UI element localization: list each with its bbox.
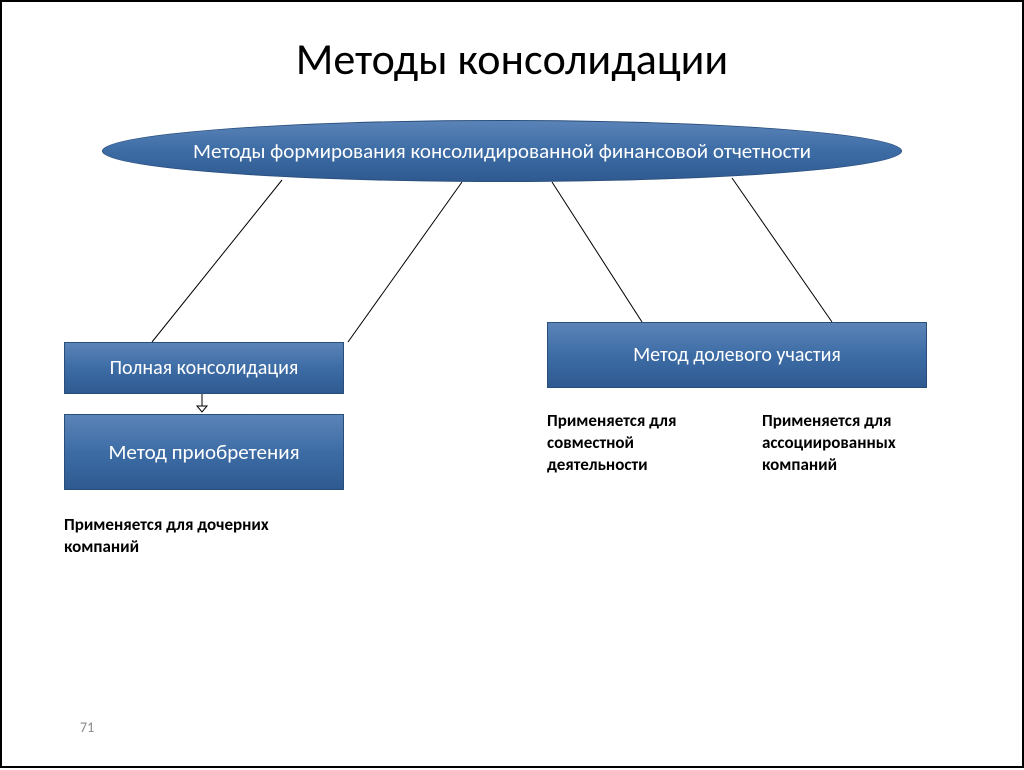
note-associated: Применяется для ассоциированных компаний: [762, 410, 952, 476]
box-acquisition-method: Метод приобретения: [64, 414, 344, 490]
box-acquisition-method-label: Метод приобретения: [108, 439, 299, 465]
note-joint-activity: Применяется для совместной деятельности: [547, 410, 737, 476]
ellipse-root-methods: Методы формирования консолидированной фи…: [102, 120, 902, 182]
page-number: 71: [80, 719, 94, 736]
box-equity-method-label: Метод долевого участия: [633, 343, 841, 367]
box-full-consolidation: Полная консолидация: [64, 342, 344, 394]
page-title: Методы консолидации: [2, 32, 1022, 86]
box-equity-method: Метод долевого участия: [547, 322, 927, 388]
box-full-consolidation-label: Полная консолидация: [110, 356, 299, 380]
note-subsidiary: Применяется для дочерних компаний: [64, 514, 344, 558]
ellipse-root-label: Методы формирования консолидированной фи…: [193, 138, 811, 164]
